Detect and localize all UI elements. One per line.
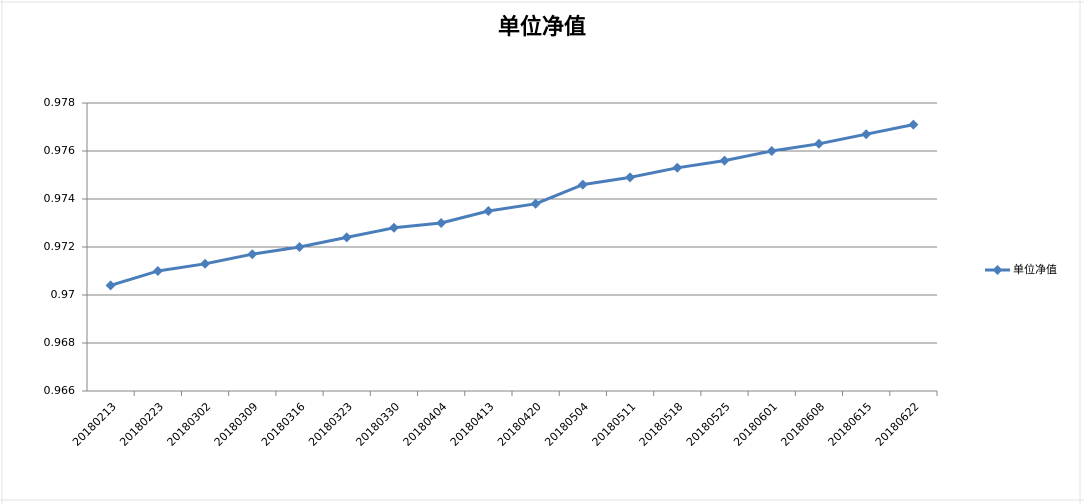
- data-point: [719, 155, 730, 166]
- data-point: [388, 222, 399, 233]
- y-tick-label: 0.966: [44, 384, 76, 397]
- x-tick-label: 20180413: [448, 400, 497, 449]
- x-tick-label: 20180615: [826, 400, 875, 449]
- x-tick-label: 20180608: [778, 400, 827, 449]
- x-tick-label: 20180525: [684, 400, 733, 449]
- data-point: [625, 172, 636, 183]
- data-point: [908, 119, 919, 130]
- data-point: [530, 198, 541, 209]
- x-tick-label: 20180404: [401, 400, 450, 449]
- data-point: [247, 249, 258, 260]
- y-tick-label: 0.974: [44, 192, 76, 205]
- x-tick-label: 20180511: [590, 400, 639, 449]
- data-point: [672, 162, 683, 173]
- x-tick-label: 20180622: [873, 400, 922, 449]
- x-tick-label: 20180302: [165, 400, 214, 449]
- data-point: [483, 206, 494, 216]
- data-point: [105, 280, 116, 291]
- chart-title: 单位净值: [498, 14, 586, 40]
- y-tick-label: 0.978: [44, 96, 76, 109]
- data-point: [766, 146, 777, 156]
- x-tick-label: 20180504: [542, 400, 591, 449]
- x-tick-label: 20180330: [353, 400, 402, 449]
- y-tick-label: 0.968: [44, 336, 76, 349]
- data-line: [110, 123, 914, 287]
- legend-marker: [992, 265, 1003, 275]
- x-tick-label: 20180309: [212, 400, 261, 449]
- x-tick-label: 20180213: [70, 400, 119, 449]
- data-point: [152, 266, 163, 276]
- data-point: [436, 218, 447, 228]
- data-point: [200, 258, 211, 269]
- data-point: [294, 242, 305, 252]
- data-point: [813, 138, 824, 149]
- y-tick-label: 0.976: [44, 144, 76, 157]
- data-point: [861, 129, 872, 140]
- x-tick-label: 20180518: [637, 400, 686, 449]
- y-tick-label: 0.97: [51, 288, 76, 301]
- x-tick-label: 20180316: [259, 400, 308, 449]
- data-point: [577, 179, 588, 190]
- x-tick-label: 20180223: [117, 400, 166, 449]
- legend-label: 单位净值: [1013, 262, 1057, 276]
- y-tick-label: 0.972: [44, 240, 76, 253]
- data-point: [341, 232, 352, 243]
- x-tick-label: 20180601: [731, 400, 780, 449]
- x-tick-label: 20180323: [306, 400, 355, 449]
- x-tick-label: 20180420: [495, 400, 544, 449]
